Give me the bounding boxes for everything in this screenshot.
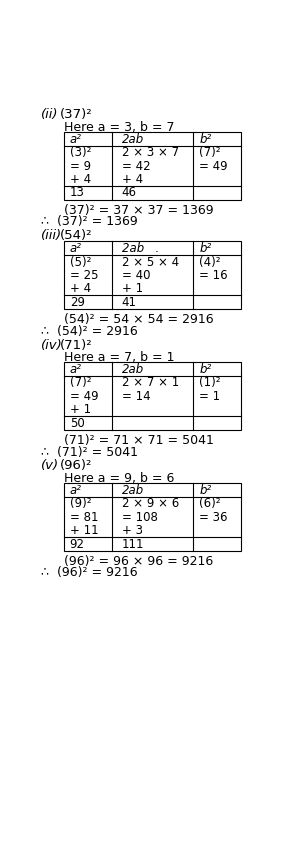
- Text: + 11: + 11: [70, 524, 98, 537]
- Text: a²: a²: [70, 363, 82, 376]
- Text: (54)² = 54 × 54 = 2916: (54)² = 54 × 54 = 2916: [64, 313, 214, 326]
- Text: 2 × 7 × 1: 2 × 7 × 1: [122, 376, 179, 390]
- Text: + 1: + 1: [70, 403, 91, 416]
- Text: (96)² = 96 × 96 = 9216: (96)² = 96 × 96 = 9216: [64, 555, 213, 568]
- Text: 41: 41: [122, 296, 137, 309]
- Text: 2ab   .: 2ab .: [122, 242, 159, 255]
- Text: (3)²: (3)²: [70, 146, 91, 159]
- Text: = 81: = 81: [70, 511, 98, 523]
- Text: Here a = 7, b = 1: Here a = 7, b = 1: [64, 351, 174, 364]
- Text: = 25: = 25: [70, 269, 98, 282]
- Text: b²: b²: [199, 363, 212, 376]
- Text: 2ab: 2ab: [122, 133, 144, 146]
- Text: (71)² = 71 × 71 = 5041: (71)² = 71 × 71 = 5041: [64, 434, 214, 447]
- Text: = 40: = 40: [122, 269, 150, 282]
- Text: = 16: = 16: [199, 269, 228, 282]
- Text: (9)²: (9)²: [70, 497, 91, 511]
- Text: = 36: = 36: [199, 511, 228, 523]
- Text: (4)²: (4)²: [199, 255, 221, 269]
- Text: b²: b²: [199, 133, 212, 146]
- Text: (iii): (iii): [41, 229, 63, 243]
- Text: a²: a²: [70, 133, 82, 146]
- Text: (1)²: (1)²: [199, 376, 221, 390]
- Bar: [64, 483, 241, 551]
- Text: (ii): (ii): [41, 108, 59, 122]
- Text: b²: b²: [199, 483, 212, 497]
- Text: (37)² = 37 × 37 = 1369: (37)² = 37 × 37 = 1369: [64, 203, 214, 217]
- Text: = 49: = 49: [199, 159, 228, 173]
- Text: = 108: = 108: [122, 511, 157, 523]
- Text: + 4: + 4: [70, 283, 91, 295]
- Text: 50: 50: [70, 417, 84, 430]
- Text: 111: 111: [122, 538, 144, 551]
- Text: + 1: + 1: [122, 283, 143, 295]
- Text: 13: 13: [70, 186, 85, 199]
- Text: b²: b²: [199, 242, 212, 255]
- Text: (7)²: (7)²: [70, 376, 91, 390]
- Text: 2 × 5 × 4: 2 × 5 × 4: [122, 255, 179, 269]
- Text: 46: 46: [122, 186, 137, 199]
- Text: 2 × 3 × 7: 2 × 3 × 7: [122, 146, 179, 159]
- Text: ∴  (54)² = 2916: ∴ (54)² = 2916: [41, 324, 138, 338]
- Text: 92: 92: [70, 538, 85, 551]
- Text: Here a = 3, b = 7: Here a = 3, b = 7: [64, 121, 174, 134]
- Text: (6)²: (6)²: [199, 497, 221, 511]
- Text: = 42: = 42: [122, 159, 150, 173]
- Text: 2ab: 2ab: [122, 483, 144, 497]
- Text: + 4: + 4: [122, 173, 143, 186]
- Bar: [64, 132, 241, 200]
- Text: a²: a²: [70, 483, 82, 497]
- Text: Here a = 9, b = 6: Here a = 9, b = 6: [64, 471, 174, 485]
- Text: ∴  (71)² = 5041: ∴ (71)² = 5041: [41, 446, 138, 459]
- Text: ∴  (37)² = 1369: ∴ (37)² = 1369: [41, 215, 138, 228]
- Text: = 14: = 14: [122, 390, 150, 403]
- Text: = 49: = 49: [70, 390, 98, 403]
- Text: 2ab: 2ab: [122, 363, 144, 376]
- Text: (37)²: (37)²: [60, 108, 93, 122]
- Text: (96)²: (96)²: [60, 460, 92, 472]
- Text: + 3: + 3: [122, 524, 143, 537]
- Text: 29: 29: [70, 296, 85, 309]
- Text: (iv): (iv): [41, 339, 63, 351]
- Text: a²: a²: [70, 242, 82, 255]
- Text: = 9: = 9: [70, 159, 91, 173]
- Text: (v): (v): [41, 460, 60, 472]
- Text: + 4: + 4: [70, 173, 91, 186]
- Text: (54)²: (54)²: [60, 229, 93, 243]
- Text: = 1: = 1: [199, 390, 220, 403]
- Text: (5)²: (5)²: [70, 255, 91, 269]
- Bar: [64, 242, 241, 309]
- Text: 2 × 9 × 6: 2 × 9 × 6: [122, 497, 179, 511]
- Bar: [64, 363, 241, 430]
- Text: (71)²: (71)²: [60, 339, 93, 351]
- Text: ∴  (96)² = 9216: ∴ (96)² = 9216: [41, 567, 138, 580]
- Text: (7)²: (7)²: [199, 146, 221, 159]
